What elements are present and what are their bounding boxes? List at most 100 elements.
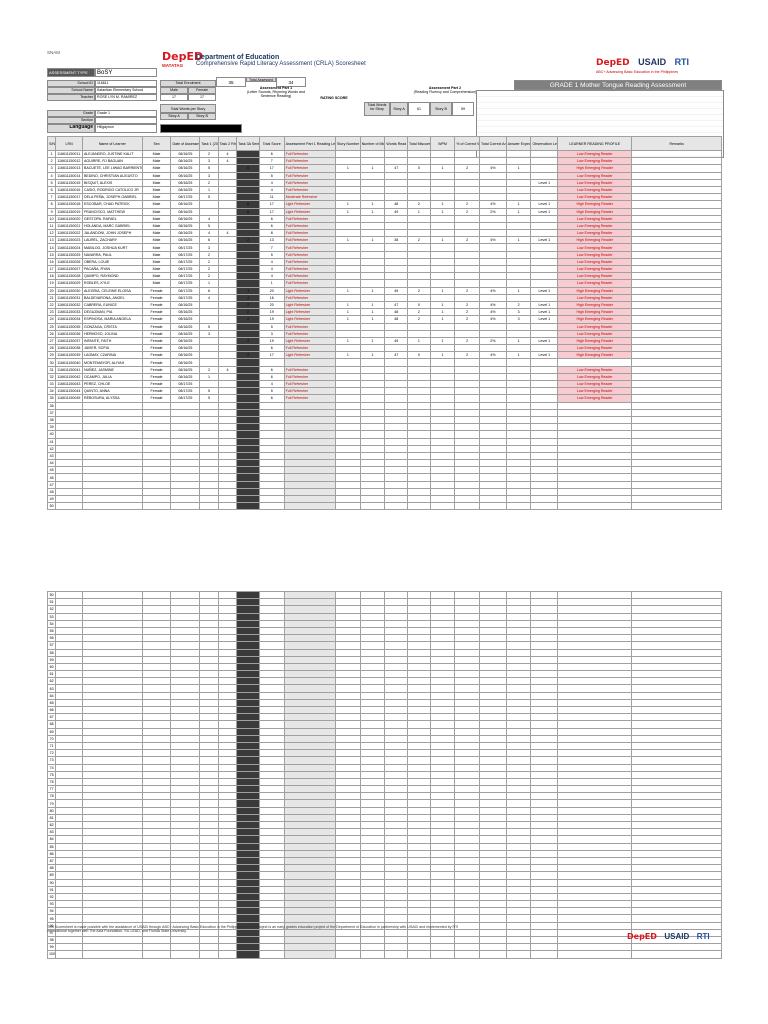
cell-min[interactable]: [359, 459, 386, 468]
cell-min[interactable]: [359, 943, 386, 952]
cell-obs[interactable]: [530, 806, 559, 815]
cell-total[interactable]: [258, 698, 285, 708]
cell-min[interactable]: [359, 272, 386, 281]
cell-remarks[interactable]: [631, 842, 722, 851]
cell-min[interactable]: 1: [359, 164, 386, 173]
cell-wpm[interactable]: [429, 641, 456, 650]
cell-corr[interactable]: [479, 885, 507, 894]
cell-total[interactable]: 7: [258, 157, 285, 166]
cell-obs[interactable]: [530, 943, 559, 952]
cell-comp[interactable]: [505, 655, 532, 664]
cell-read[interactable]: [384, 943, 409, 952]
cell-read[interactable]: [384, 900, 409, 909]
cell-obs[interactable]: [530, 221, 559, 231]
cell-sex[interactable]: Male: [141, 243, 172, 252]
cell-read[interactable]: [384, 935, 409, 945]
cell-read[interactable]: [384, 820, 409, 830]
cell-t1[interactable]: [199, 207, 219, 216]
cell-sex[interactable]: [141, 670, 172, 679]
cell-corr[interactable]: [479, 459, 507, 468]
cell-t2[interactable]: [217, 257, 238, 267]
cell-obs[interactable]: [530, 842, 559, 851]
cell-obs[interactable]: [530, 365, 559, 374]
cell-wpm[interactable]: [429, 264, 456, 274]
cell-obs[interactable]: [530, 892, 559, 902]
cell-t1[interactable]: [199, 842, 219, 851]
cell-read[interactable]: [384, 799, 409, 808]
cell-comp[interactable]: [505, 749, 532, 758]
cell-t2[interactable]: [217, 437, 238, 446]
cell-corr[interactable]: [479, 878, 507, 887]
cell-remarks[interactable]: [631, 677, 722, 686]
cell-t3[interactable]: [236, 713, 260, 722]
cell-obs[interactable]: [530, 626, 559, 636]
cell-min[interactable]: [359, 900, 386, 909]
cell-miss[interactable]: [407, 842, 431, 851]
cell-story[interactable]: [335, 387, 361, 396]
cell-story[interactable]: [335, 279, 361, 288]
cell-comp[interactable]: [505, 423, 532, 432]
cell-miss[interactable]: [407, 763, 431, 772]
cell-t2[interactable]: [217, 430, 238, 439]
cell-remarks[interactable]: [631, 178, 722, 187]
cell-sex[interactable]: Male: [141, 221, 172, 231]
cell-story[interactable]: [335, 878, 361, 887]
cell-min[interactable]: 1: [359, 200, 386, 209]
cell-total[interactable]: [258, 634, 285, 643]
cell-corr[interactable]: [479, 720, 507, 729]
cell-read[interactable]: [384, 907, 409, 916]
cell-min[interactable]: [359, 670, 386, 679]
cell-date[interactable]: [170, 878, 201, 887]
cell-comp[interactable]: [505, 799, 532, 808]
cell-remarks[interactable]: [631, 806, 722, 815]
cell-t1[interactable]: 2: [199, 178, 219, 187]
cell-remarks[interactable]: [631, 193, 722, 202]
cell-t1[interactable]: [199, 459, 219, 468]
cell-pct[interactable]: [454, 243, 481, 252]
cell-t3[interactable]: [236, 799, 260, 808]
cell-comp[interactable]: 1: [505, 336, 532, 346]
cell-min[interactable]: [359, 785, 386, 794]
cell-t3[interactable]: [236, 749, 260, 758]
cell-corr[interactable]: [479, 185, 507, 195]
cell-t2[interactable]: [217, 221, 238, 231]
cell-comp[interactable]: [505, 229, 532, 238]
cell-date[interactable]: [170, 451, 201, 461]
cell-corr[interactable]: [479, 293, 507, 302]
cell-remarks[interactable]: [631, 437, 722, 446]
cell-miss[interactable]: [407, 641, 431, 650]
cell-obs[interactable]: [530, 379, 559, 389]
cell-pct[interactable]: [454, 856, 481, 866]
cell-sex[interactable]: [141, 828, 172, 837]
cell-t2[interactable]: [217, 720, 238, 729]
cell-total[interactable]: [258, 713, 285, 722]
cell-pct[interactable]: [454, 835, 481, 844]
cell-t1[interactable]: [199, 351, 219, 360]
cell-miss[interactable]: [407, 171, 431, 180]
cell-obs[interactable]: [530, 785, 559, 794]
cell-date[interactable]: [170, 473, 201, 482]
cell-t1[interactable]: [199, 885, 219, 894]
cell-t2[interactable]: [217, 900, 238, 909]
cell-wpm[interactable]: [429, 214, 456, 223]
cell-read[interactable]: [384, 835, 409, 844]
cell-date[interactable]: [170, 943, 201, 952]
cell-obs[interactable]: [530, 619, 559, 628]
cell-obs[interactable]: [530, 257, 559, 267]
cell-read[interactable]: [384, 221, 409, 231]
cell-remarks[interactable]: [631, 741, 722, 751]
cell-obs[interactable]: [530, 473, 559, 482]
cell-total[interactable]: 6: [258, 372, 285, 382]
cell-total[interactable]: [258, 734, 285, 743]
cell-miss[interactable]: [407, 379, 431, 389]
cell-pct[interactable]: [454, 590, 481, 600]
cell-t2[interactable]: [217, 777, 238, 787]
cell-min[interactable]: [359, 741, 386, 751]
cell-total[interactable]: 6: [258, 221, 285, 231]
cell-comp[interactable]: [505, 835, 532, 844]
cell-wpm[interactable]: [429, 727, 456, 736]
cell-comp[interactable]: [505, 444, 532, 453]
cell-obs[interactable]: [530, 459, 559, 468]
cell-t3[interactable]: [236, 221, 260, 231]
cell-sex[interactable]: [141, 943, 172, 952]
